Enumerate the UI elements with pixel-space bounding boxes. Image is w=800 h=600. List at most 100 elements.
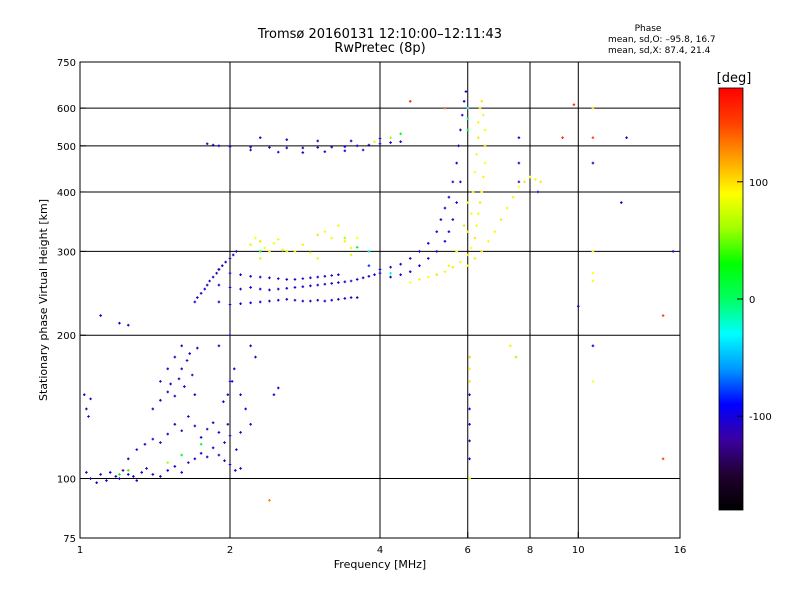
data-point: [95, 481, 98, 485]
data-point: [228, 434, 232, 438]
data-point: [87, 415, 90, 418]
data-point: [591, 380, 595, 383]
data-point: [389, 271, 392, 275]
data-point: [199, 436, 203, 439]
data-point: [268, 276, 271, 280]
data-point: [254, 236, 257, 240]
data-point: [85, 471, 88, 474]
data-point: [231, 253, 235, 257]
data-point: [228, 463, 232, 466]
data-point: [228, 333, 232, 337]
data-point: [473, 170, 477, 174]
data-point: [293, 286, 297, 289]
data-point: [480, 100, 484, 103]
gridlines: [80, 62, 680, 538]
data-point: [447, 264, 451, 267]
data-point: [483, 144, 487, 148]
data-point: [451, 265, 455, 269]
y-tick-label: 100: [57, 475, 76, 486]
data-point: [337, 281, 340, 284]
data-point: [505, 206, 509, 210]
data-point: [408, 257, 412, 260]
colorbar-tick-label: 0: [749, 295, 755, 306]
y-axis-label: Stationary phase Virtual Height [km]: [37, 199, 50, 401]
data-point: [272, 393, 276, 397]
data-point: [85, 407, 88, 411]
colorbar-tick-label: 100: [749, 178, 768, 189]
x-tick-label: 2: [227, 545, 233, 556]
data-point: [203, 287, 207, 291]
data-point: [475, 224, 478, 227]
data-point: [258, 300, 262, 304]
data-point: [435, 250, 439, 253]
data-point: [591, 106, 595, 110]
data-point: [193, 424, 197, 428]
data-point: [426, 275, 430, 279]
data-point: [459, 128, 462, 132]
data-point: [477, 212, 480, 216]
data-point: [408, 100, 412, 103]
data-point: [367, 264, 371, 267]
data-point: [443, 206, 447, 210]
data-point: [355, 236, 359, 240]
data-point: [228, 303, 232, 306]
data-point: [151, 473, 155, 476]
data-point: [224, 260, 227, 264]
data-point: [447, 230, 451, 234]
data-point: [173, 394, 177, 398]
data-point: [217, 453, 221, 457]
data-point: [475, 152, 478, 156]
data-point: [493, 230, 497, 234]
data-point: [466, 264, 470, 267]
data-point: [239, 467, 242, 470]
data-point: [343, 280, 347, 284]
data-point: [187, 461, 190, 464]
data-point: [276, 150, 280, 154]
data-point: [121, 469, 125, 472]
data-point: [316, 233, 320, 237]
data-point: [389, 141, 392, 144]
data-point: [268, 288, 271, 292]
data-point: [228, 145, 232, 148]
data-point: [378, 142, 382, 146]
data-point: [471, 190, 475, 194]
data-point: [293, 278, 297, 281]
data-point: [473, 236, 477, 240]
data-point: [126, 323, 130, 327]
data-point: [285, 297, 289, 301]
data-point: [373, 140, 376, 144]
data-point: [367, 250, 371, 253]
data-point: [258, 240, 262, 243]
data-point: [281, 248, 284, 252]
data-point: [591, 250, 595, 253]
data-point: [285, 146, 289, 150]
data-point: [249, 145, 252, 149]
data-point: [183, 385, 186, 388]
data-point: [118, 321, 121, 325]
data-point: [466, 117, 470, 121]
data-point: [249, 301, 252, 305]
data-point: [591, 271, 595, 275]
data-point: [316, 146, 320, 149]
data-point: [355, 278, 359, 281]
data-point: [462, 100, 466, 103]
data-point: [576, 305, 580, 308]
data-point: [343, 297, 347, 300]
data-point: [268, 146, 271, 149]
data-point: [536, 190, 540, 194]
data-point: [337, 273, 340, 277]
data-point: [539, 180, 542, 184]
data-point: [285, 138, 289, 142]
data-point: [217, 431, 221, 434]
data-point: [258, 136, 262, 140]
data-point: [418, 264, 421, 267]
data-point: [249, 274, 252, 278]
data-point: [217, 283, 221, 287]
data-point: [517, 180, 521, 184]
data-point: [367, 274, 371, 278]
data-point: [143, 443, 147, 446]
data-point: [466, 253, 470, 257]
phase-stat-o: mean, sd,O: –95.8, 16.7: [608, 35, 716, 45]
data-point: [193, 300, 197, 304]
